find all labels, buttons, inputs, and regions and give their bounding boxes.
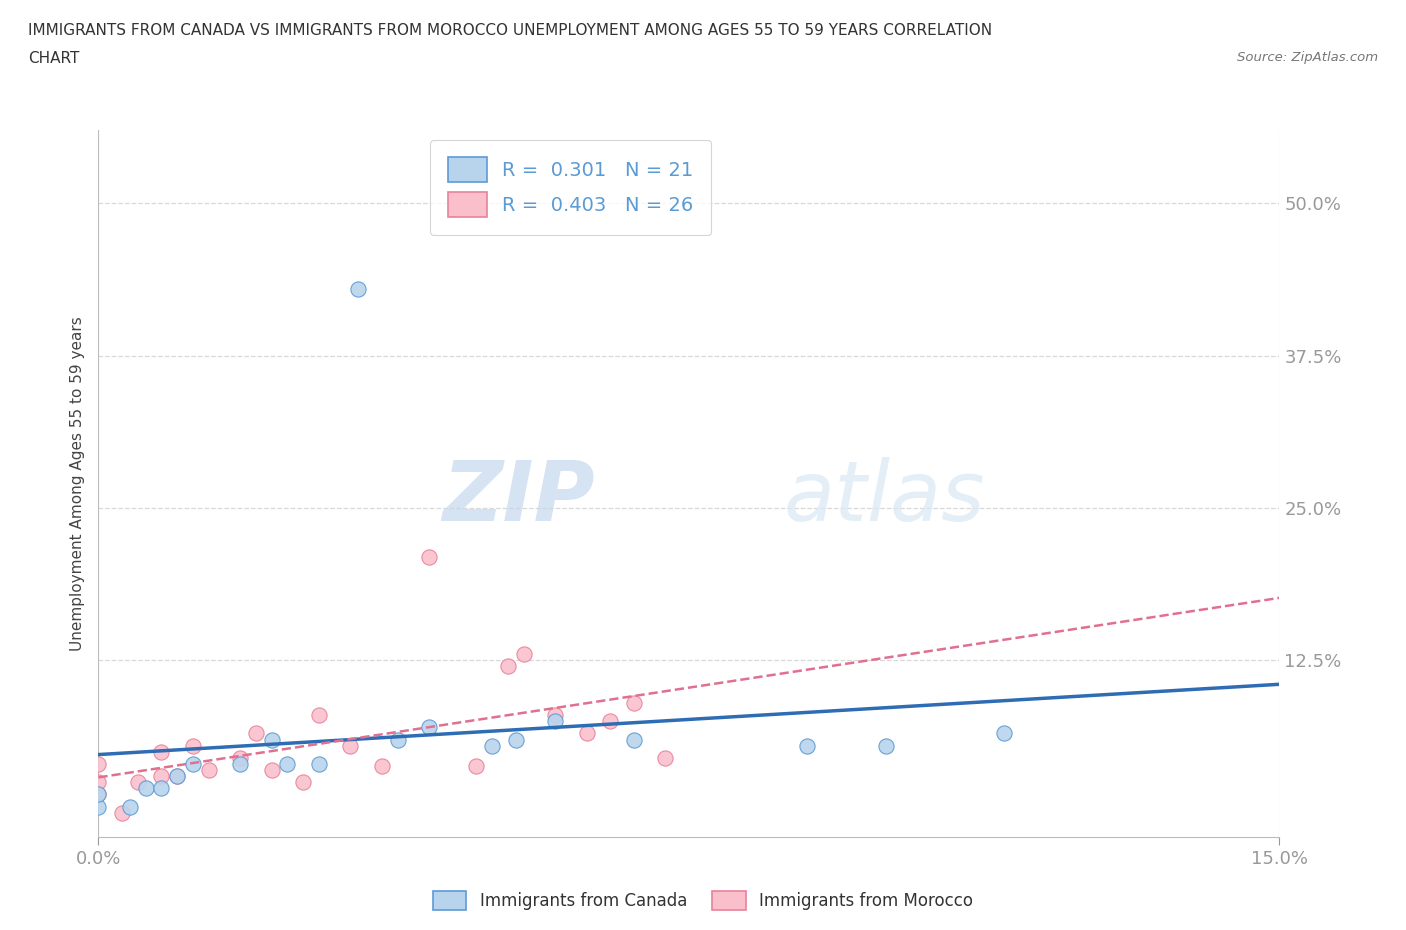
Legend: Immigrants from Canada, Immigrants from Morocco: Immigrants from Canada, Immigrants from … bbox=[426, 884, 980, 917]
Point bbox=[387, 732, 409, 747]
Point bbox=[87, 756, 110, 771]
Point bbox=[135, 781, 157, 796]
Point bbox=[505, 732, 527, 747]
Point bbox=[111, 805, 134, 820]
Point bbox=[150, 768, 173, 783]
Point bbox=[623, 696, 645, 711]
Point bbox=[87, 787, 110, 802]
Point bbox=[465, 759, 488, 774]
Point bbox=[292, 775, 315, 790]
Text: Source: ZipAtlas.com: Source: ZipAtlas.com bbox=[1237, 51, 1378, 64]
Point bbox=[166, 768, 188, 783]
Point bbox=[166, 768, 188, 783]
Y-axis label: Unemployment Among Ages 55 to 59 years: Unemployment Among Ages 55 to 59 years bbox=[69, 316, 84, 651]
Point bbox=[87, 775, 110, 790]
Point bbox=[993, 726, 1015, 741]
Point bbox=[229, 751, 252, 765]
Point bbox=[229, 756, 252, 771]
Point bbox=[150, 744, 173, 759]
Text: CHART: CHART bbox=[28, 51, 80, 66]
Point bbox=[127, 775, 149, 790]
Point bbox=[875, 738, 897, 753]
Point bbox=[796, 738, 818, 753]
Point bbox=[308, 708, 330, 723]
Point bbox=[276, 756, 298, 771]
Point bbox=[418, 550, 440, 565]
Point bbox=[418, 720, 440, 735]
Point bbox=[599, 714, 621, 729]
Point bbox=[260, 763, 283, 777]
Legend: R =  0.301   N = 21, R =  0.403   N = 26: R = 0.301 N = 21, R = 0.403 N = 26 bbox=[430, 140, 711, 234]
Point bbox=[544, 708, 567, 723]
Text: ZIP: ZIP bbox=[441, 458, 595, 538]
Point bbox=[371, 759, 394, 774]
Point bbox=[623, 732, 645, 747]
Point bbox=[150, 781, 173, 796]
Point bbox=[245, 726, 267, 741]
Point bbox=[347, 281, 370, 296]
Point bbox=[544, 714, 567, 729]
Text: atlas: atlas bbox=[783, 458, 986, 538]
Point bbox=[308, 756, 330, 771]
Point bbox=[496, 659, 519, 674]
Point bbox=[181, 756, 204, 771]
Point bbox=[339, 738, 361, 753]
Point bbox=[197, 763, 219, 777]
Point bbox=[87, 787, 110, 802]
Point bbox=[654, 751, 676, 765]
Point bbox=[481, 738, 503, 753]
Point bbox=[118, 799, 141, 814]
Point bbox=[575, 726, 598, 741]
Text: IMMIGRANTS FROM CANADA VS IMMIGRANTS FROM MOROCCO UNEMPLOYMENT AMONG AGES 55 TO : IMMIGRANTS FROM CANADA VS IMMIGRANTS FRO… bbox=[28, 23, 993, 38]
Point bbox=[181, 738, 204, 753]
Point bbox=[512, 646, 534, 661]
Point bbox=[87, 799, 110, 814]
Point bbox=[260, 732, 283, 747]
